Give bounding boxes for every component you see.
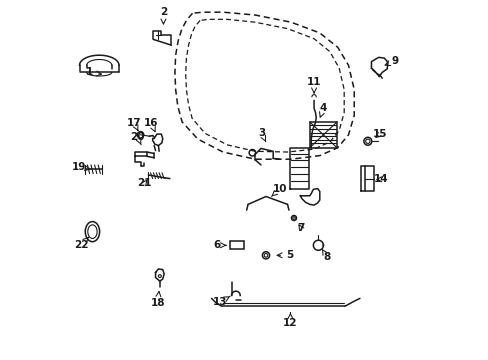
Text: 10: 10 [271,184,287,197]
Text: 11: 11 [306,77,321,93]
Text: 19: 19 [71,162,90,172]
Text: 15: 15 [372,129,386,139]
Text: 17: 17 [126,118,141,131]
Text: 18: 18 [150,292,164,308]
Text: 16: 16 [144,118,158,132]
Text: 2: 2 [160,7,167,24]
Text: 6: 6 [212,240,225,250]
Text: 3: 3 [258,129,265,141]
Text: 14: 14 [373,174,388,184]
Text: 8: 8 [322,249,330,262]
Text: 9: 9 [385,56,398,66]
Text: 20: 20 [130,132,144,145]
Text: 12: 12 [283,313,297,328]
Text: 7: 7 [297,224,304,233]
Text: 5: 5 [277,250,293,260]
Text: 22: 22 [74,237,88,250]
Text: 21: 21 [137,178,152,188]
Text: 4: 4 [319,103,326,117]
Text: 1: 1 [86,67,101,77]
Text: 13: 13 [212,296,230,307]
